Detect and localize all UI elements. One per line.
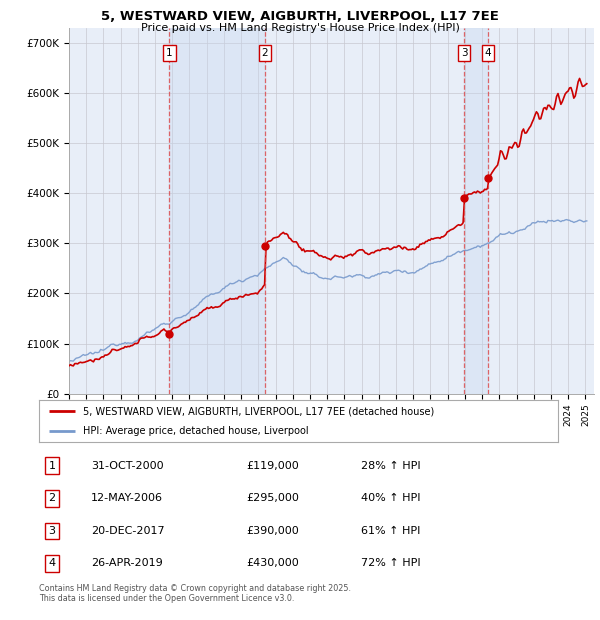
Text: 5, WESTWARD VIEW, AIGBURTH, LIVERPOOL, L17 7EE (detached house): 5, WESTWARD VIEW, AIGBURTH, LIVERPOOL, L…: [83, 406, 434, 416]
Text: 61% ↑ HPI: 61% ↑ HPI: [361, 526, 420, 536]
Text: 31-OCT-2000: 31-OCT-2000: [91, 461, 164, 471]
Text: 2: 2: [49, 494, 56, 503]
Text: £119,000: £119,000: [247, 461, 299, 471]
Text: 3: 3: [49, 526, 55, 536]
Text: HPI: Average price, detached house, Liverpool: HPI: Average price, detached house, Live…: [83, 426, 309, 436]
Bar: [169, 28, 265, 394]
Text: 28% ↑ HPI: 28% ↑ HPI: [361, 461, 421, 471]
Text: Contains HM Land Registry data © Crown copyright and database right 2025.
This d: Contains HM Land Registry data © Crown c…: [39, 584, 351, 603]
Bar: [464, 28, 488, 394]
Text: 12-MAY-2006: 12-MAY-2006: [91, 494, 163, 503]
Text: 26-APR-2019: 26-APR-2019: [91, 559, 163, 569]
Text: Price paid vs. HM Land Registry's House Price Index (HPI): Price paid vs. HM Land Registry's House …: [140, 23, 460, 33]
Text: 4: 4: [485, 48, 491, 58]
Text: 3: 3: [461, 48, 467, 58]
Text: £390,000: £390,000: [247, 526, 299, 536]
Text: £430,000: £430,000: [247, 559, 299, 569]
Text: £295,000: £295,000: [247, 494, 299, 503]
Text: 1: 1: [166, 48, 173, 58]
Text: 4: 4: [49, 559, 56, 569]
Text: 40% ↑ HPI: 40% ↑ HPI: [361, 494, 420, 503]
Text: 5, WESTWARD VIEW, AIGBURTH, LIVERPOOL, L17 7EE: 5, WESTWARD VIEW, AIGBURTH, LIVERPOOL, L…: [101, 10, 499, 23]
Text: 2: 2: [262, 48, 268, 58]
Text: 20-DEC-2017: 20-DEC-2017: [91, 526, 164, 536]
Text: 72% ↑ HPI: 72% ↑ HPI: [361, 559, 421, 569]
Text: 1: 1: [49, 461, 55, 471]
